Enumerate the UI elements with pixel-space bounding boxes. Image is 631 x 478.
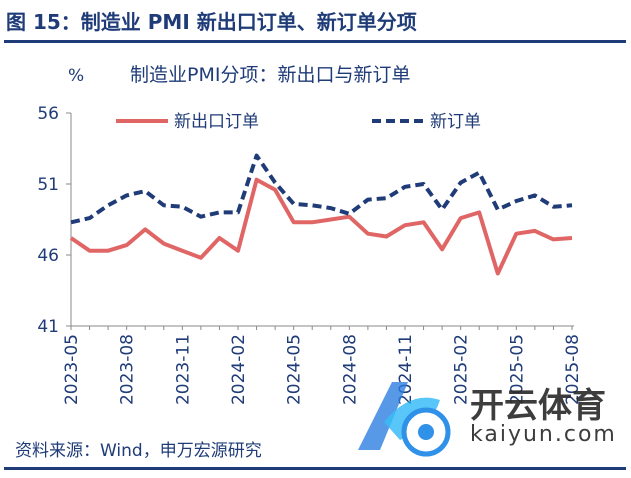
x-tick-label: 2024-02 bbox=[229, 334, 249, 405]
legend-label-neworder: 新订单 bbox=[430, 112, 481, 132]
y-axis-unit: % bbox=[68, 66, 84, 86]
series-line-export-orders bbox=[69, 177, 573, 276]
x-tick-label: 2023-11 bbox=[173, 334, 193, 405]
bottom-rule bbox=[4, 467, 626, 470]
series-line-new-orders bbox=[70, 153, 573, 225]
watermark-brand: 开云体育 bbox=[470, 386, 606, 426]
x-tick-label: 2023-08 bbox=[118, 334, 138, 405]
legend-label-export: 新出口订单 bbox=[174, 112, 259, 132]
watermark: 开云体育 kaiyun.com bbox=[340, 370, 626, 466]
title-rule bbox=[4, 40, 626, 43]
watermark-url: kaiyun.com bbox=[470, 422, 617, 447]
source-note: 资料来源：Wind，申万宏源研究 bbox=[15, 441, 262, 461]
y-tick-label: 46 bbox=[37, 246, 59, 266]
figure-title: 图 15：制造业 PMI 新出口订单、新订单分项 bbox=[6, 10, 417, 34]
x-tick-label: 2025-08 bbox=[563, 334, 583, 405]
x-tick-label: 2025-05 bbox=[507, 334, 527, 405]
y-tick-label: 51 bbox=[37, 175, 59, 195]
x-tick-label: 2025-02 bbox=[452, 334, 472, 405]
x-tick-label: 2024-05 bbox=[285, 334, 305, 405]
y-tick-label: 41 bbox=[37, 317, 59, 337]
chart-title: 制造业PMI分项：新出口与新订单 bbox=[130, 64, 410, 86]
x-tick-label: 2024-08 bbox=[340, 334, 360, 405]
x-tick-label: 2023-05 bbox=[62, 334, 82, 405]
watermark-logo-icon bbox=[358, 382, 451, 457]
y-tick-label: 56 bbox=[37, 104, 59, 124]
